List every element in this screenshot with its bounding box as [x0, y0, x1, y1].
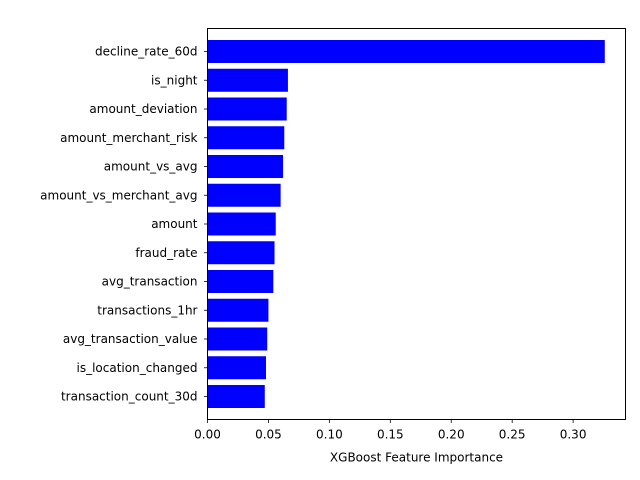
y-tick-label: fraud_rate [135, 246, 197, 260]
bar [207, 270, 274, 293]
y-tick-label: amount_vs_avg [104, 160, 198, 174]
bar [207, 126, 285, 150]
y-tick-label: amount_deviation [89, 102, 197, 116]
plot-frame [207, 28, 626, 420]
bar [207, 212, 276, 236]
bar [207, 40, 605, 63]
x-axis-label: XGBoost Feature Importance [330, 451, 503, 465]
x-tick-label: 0.30 [560, 428, 587, 442]
y-tick-label: amount_vs_merchant_avg [40, 188, 197, 202]
bar [207, 155, 284, 178]
bar [207, 68, 288, 92]
y-tick-label: is_night [151, 73, 198, 87]
y-tick-label: avg_transaction_value [63, 332, 198, 346]
x-tick-label: 0.00 [194, 428, 221, 442]
bars-group [207, 40, 605, 408]
bar [207, 356, 266, 380]
y-tick-label: transactions_1hr [97, 303, 197, 317]
bar [207, 183, 281, 207]
x-tick-label: 0.10 [316, 428, 343, 442]
y-axis-ticks: decline_rate_60d is_night amount_deviation… [40, 45, 208, 404]
y-tick-label: amount_merchant_risk [60, 131, 197, 145]
y-tick-label: avg_transaction [102, 275, 198, 289]
y-tick-label: transaction_count_30d [61, 390, 198, 404]
x-axis-ticks: 0.00 0.05 0.10 0.15 0.20 0.25 0.30 [194, 419, 587, 442]
y-tick-label: is_location_changed [77, 361, 198, 375]
x-tick-label: 0.20 [438, 428, 465, 442]
x-tick-label: 0.25 [499, 428, 526, 442]
bar [207, 298, 269, 322]
y-tick-label: amount [151, 217, 198, 231]
bar [207, 385, 265, 408]
bar [207, 97, 287, 121]
x-tick-label: 0.15 [377, 428, 404, 442]
bar [207, 327, 268, 351]
y-tick-label: decline_rate_60d [95, 45, 198, 59]
x-tick-label: 0.05 [255, 428, 282, 442]
bar [207, 241, 275, 265]
